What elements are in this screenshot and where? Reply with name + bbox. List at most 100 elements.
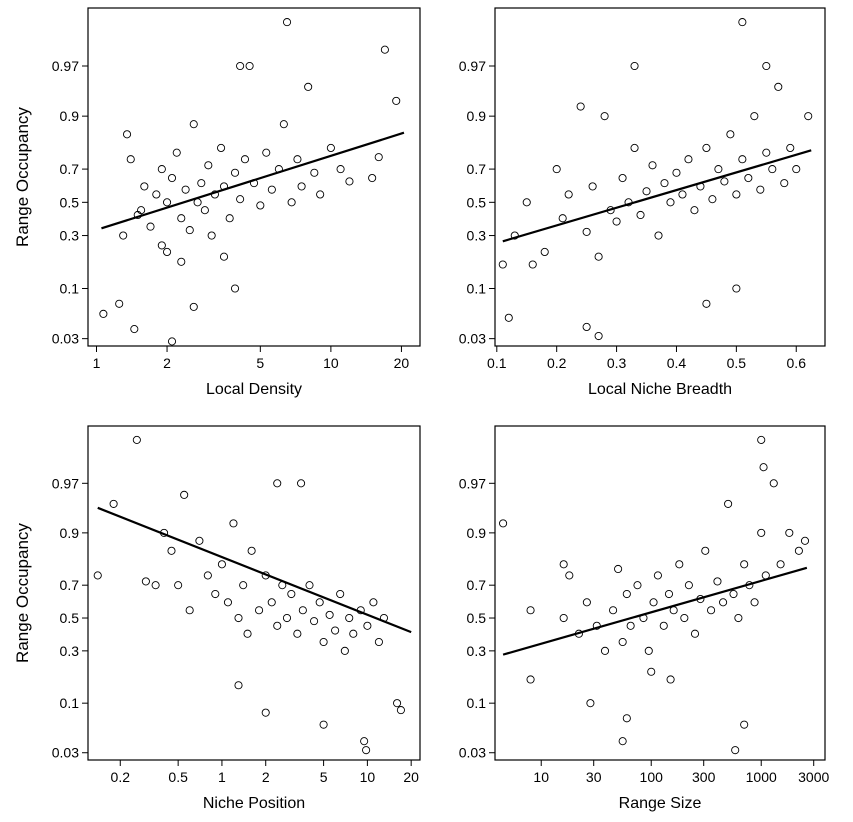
x-tick-label: 1000 [746,769,777,785]
data-point [261,708,270,717]
data-point [732,190,741,199]
data-point [360,737,369,746]
data-point [794,546,803,555]
regression-line [502,566,808,656]
data-point [203,571,212,580]
data-point [310,168,319,177]
x-tick-label: 5 [320,769,328,785]
data-point [282,18,292,27]
data-point [714,165,723,174]
data-point [642,187,651,196]
data-point [626,621,635,630]
data-point [122,130,132,139]
data-point [786,143,795,153]
data-point [217,143,226,153]
data-point [380,45,389,54]
y-axis-label: Range Occupancy [13,107,32,247]
y-tick-label: 0.7 [467,577,487,593]
data-point [702,299,711,308]
data-point [230,168,240,177]
data-point [734,613,743,623]
data-point [262,148,271,157]
data-point [185,226,194,235]
data-point [498,260,507,269]
y-tick-label: 0.9 [60,525,80,541]
plot-frame [87,7,421,347]
x-axis-label: Local Density [206,381,302,398]
data-point [336,165,345,174]
data-point [239,581,248,590]
data-point [609,606,618,615]
x-tick-label: 5 [256,355,264,371]
y-tick-label: 0.9 [467,525,487,541]
data-point [162,247,172,257]
data-point [618,173,627,183]
y-tick-label: 0.03 [52,745,79,761]
y-tick-label: 0.3 [60,643,80,659]
data-point [181,185,190,194]
data-point [785,528,794,537]
data-point [582,598,591,607]
data-point [757,528,766,537]
data-point [267,185,276,194]
y-tick-label: 0.5 [60,610,80,626]
data-point [197,179,206,188]
data-point [731,746,740,755]
data-point [680,613,689,623]
x-tick-label: 10 [360,769,376,785]
data-point [588,182,597,191]
data-point [130,325,139,334]
data-point [126,155,135,164]
data-point [189,302,198,311]
data-point [162,198,172,207]
data-point [152,190,161,199]
regression-line [101,131,405,230]
data-point [653,571,662,580]
data-point [234,681,243,690]
x-axis-label: Local Niche Breadth [588,381,732,398]
data-point [336,589,345,599]
data-point [738,155,747,164]
x-tick-label: 0.6 [787,355,807,371]
data-point [217,560,226,569]
x-tick-label: 300 [692,769,716,785]
data-point [200,206,209,215]
data-point [229,519,238,528]
data-point [594,331,603,341]
data-point [369,598,378,607]
data-point [630,61,639,71]
data-point [223,598,233,607]
data-point [368,173,377,183]
data-point [146,222,155,231]
data-point [374,637,383,647]
x-tick-label: 2 [262,769,270,785]
data-point [504,313,513,322]
data-point [392,96,401,105]
plot-panel-1: 1 2 5 10 20 0.03 0.1 0.3 0.5 0.7 0.9 0.97 Local Dens… [13,7,421,398]
data-point [804,112,813,121]
x-tick-label: 2 [163,355,171,371]
data-point [522,198,531,207]
data-point [225,214,234,223]
y-tick-label: 0.7 [60,161,80,177]
data-point [319,637,328,647]
data-point [724,499,733,508]
data-point [195,536,204,545]
data-point [319,720,328,729]
data-point [559,560,568,569]
x-axis-label: Range Size [619,795,702,812]
data-point [664,589,674,599]
data-point [177,257,186,266]
data-point [768,165,777,174]
data-point [672,168,681,177]
data-point [750,112,759,121]
plot-frame [87,425,421,761]
data-point [174,581,183,590]
data-point [594,252,603,261]
data-point [720,177,729,186]
y-tick-label: 0.3 [467,228,487,244]
data-point [614,564,623,574]
data-point [729,589,738,599]
data-point [774,82,783,91]
